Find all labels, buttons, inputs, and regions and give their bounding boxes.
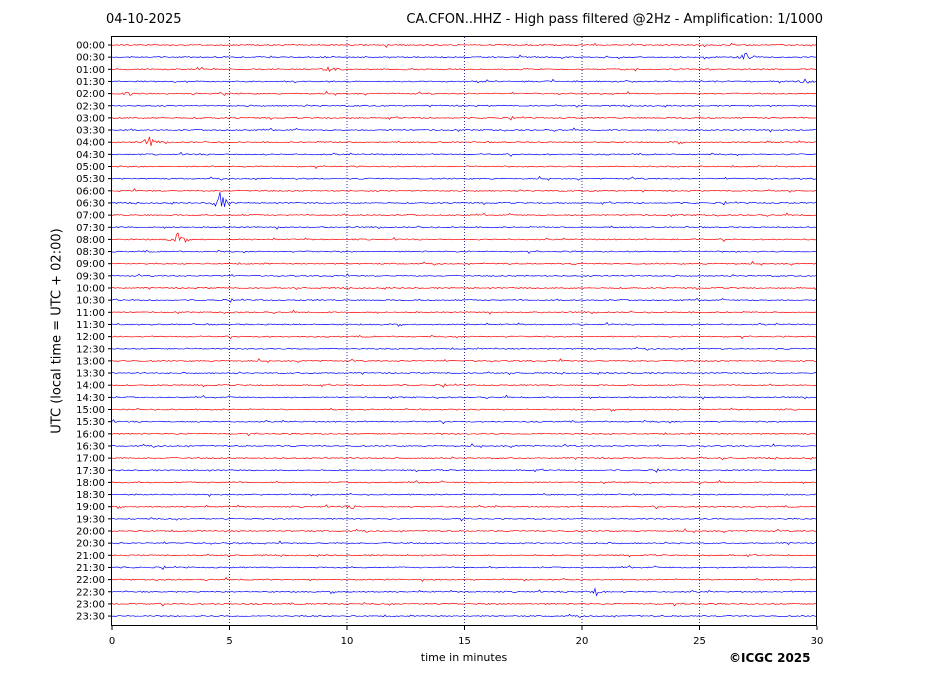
y-tick-label: 10:00: [76, 284, 105, 295]
y-tick-label: 13:30: [76, 369, 105, 380]
trace-0830: [111, 249, 818, 255]
x-tick-label: 20: [576, 636, 589, 647]
y-tick-label: 20:30: [76, 539, 105, 550]
y-tick-label: 23:30: [76, 612, 105, 623]
chart-title: CA.CFON..HHZ - High pass filtered @2Hz -…: [406, 12, 823, 27]
y-tick-label: 18:30: [76, 490, 105, 501]
y-axis-label: UTC (local time = UTC + 02:00): [49, 228, 65, 434]
trace-1800: [111, 479, 818, 485]
trace-0030: [111, 52, 818, 60]
y-tick-label: 11:30: [76, 320, 105, 331]
y-tick-label: 00:30: [76, 53, 105, 64]
trace-2030: [111, 540, 818, 545]
trace-0000: [111, 42, 818, 48]
y-tick-label: 04:00: [76, 138, 105, 149]
y-tick-label: 07:00: [76, 211, 105, 222]
trace-2000: [111, 528, 818, 534]
y-tick-label: 03:30: [76, 126, 105, 137]
x-tick-label: 15: [458, 636, 471, 647]
y-tick-label: 17:30: [76, 466, 105, 477]
trace-0100: [111, 66, 818, 73]
trace-1900: [111, 504, 818, 510]
copyright-notice: ©ICGC 2025: [729, 651, 811, 665]
y-tick-label: 08:00: [76, 235, 105, 246]
trace-1100: [111, 309, 818, 315]
trace-1200: [111, 334, 818, 340]
y-tick-label: 21:00: [76, 551, 105, 562]
y-tick-label: 00:00: [76, 41, 105, 52]
y-tick-label: 07:30: [76, 223, 105, 234]
x-axis-label: time in minutes: [420, 651, 508, 664]
trace-1000: [111, 286, 818, 291]
trace-0930: [111, 273, 818, 278]
trace-1930: [111, 517, 818, 522]
trace-2200: [111, 576, 818, 583]
plot-frame: [111, 36, 817, 626]
trace-0400: [111, 136, 818, 147]
y-tick-label: 19:00: [76, 502, 105, 513]
y-tick-label: 14:00: [76, 381, 105, 392]
trace-2130: [111, 565, 818, 571]
y-tick-label: 08:30: [76, 247, 105, 258]
x-tick-label: 0: [109, 636, 115, 647]
trace-0800: [111, 232, 818, 243]
y-tick-label: 06:30: [76, 198, 105, 209]
x-axis-ticks: 0 5 10 15 20 25 30: [109, 626, 824, 647]
y-tick-label: 02:30: [76, 101, 105, 112]
y-tick-label: 16:00: [76, 429, 105, 440]
y-tick-label: 11:00: [76, 308, 105, 319]
y-tick-label: 06:00: [76, 186, 105, 197]
trace-0330: [111, 127, 818, 133]
trace-1300: [111, 358, 818, 364]
y-tick-label: 22:30: [76, 587, 105, 598]
trace-2330: [111, 613, 818, 618]
x-tick-label: 30: [811, 636, 824, 647]
vertical-gridlines: [229, 37, 700, 626]
y-tick-label: 03:00: [76, 113, 105, 124]
y-tick-label: 18:00: [76, 478, 105, 489]
trace-layer: [111, 42, 818, 618]
y-tick-label: 04:30: [76, 150, 105, 161]
date-label: 04-10-2025: [106, 12, 182, 27]
x-tick-label: 10: [341, 636, 354, 647]
y-tick-label: 14:30: [76, 393, 105, 404]
y-tick-label: 05:30: [76, 174, 105, 185]
trace-0200: [111, 90, 818, 96]
y-tick-label: 23:00: [76, 599, 105, 610]
y-tick-label: 13:00: [76, 356, 105, 367]
x-tick-label: 5: [226, 636, 232, 647]
y-tick-label: 01:30: [76, 77, 105, 88]
y-tick-label: 16:30: [76, 441, 105, 452]
y-tick-label: 21:30: [76, 563, 105, 574]
y-tick-label: 22:00: [76, 575, 105, 586]
y-tick-label: 20:00: [76, 527, 105, 538]
y-tick-label: 17:00: [76, 454, 105, 465]
trace-0900: [111, 260, 818, 266]
y-tick-label: 01:00: [76, 65, 105, 76]
x-tick-label: 25: [693, 636, 706, 647]
y-tick-label: 12:00: [76, 332, 105, 343]
y-tick-label: 19:30: [76, 514, 105, 525]
y-tick-label: 05:00: [76, 162, 105, 173]
y-tick-label: 12:30: [76, 344, 105, 355]
y-tick-label: 09:00: [76, 259, 105, 270]
y-tick-label: 15:30: [76, 417, 105, 428]
y-tick-label: 15:00: [76, 405, 105, 416]
y-tick-label: 09:30: [76, 271, 105, 282]
trace-1830: [111, 492, 818, 498]
y-tick-label: 10:30: [76, 296, 105, 307]
trace-0130: [111, 78, 818, 84]
y-tick-label: 02:00: [76, 89, 105, 100]
